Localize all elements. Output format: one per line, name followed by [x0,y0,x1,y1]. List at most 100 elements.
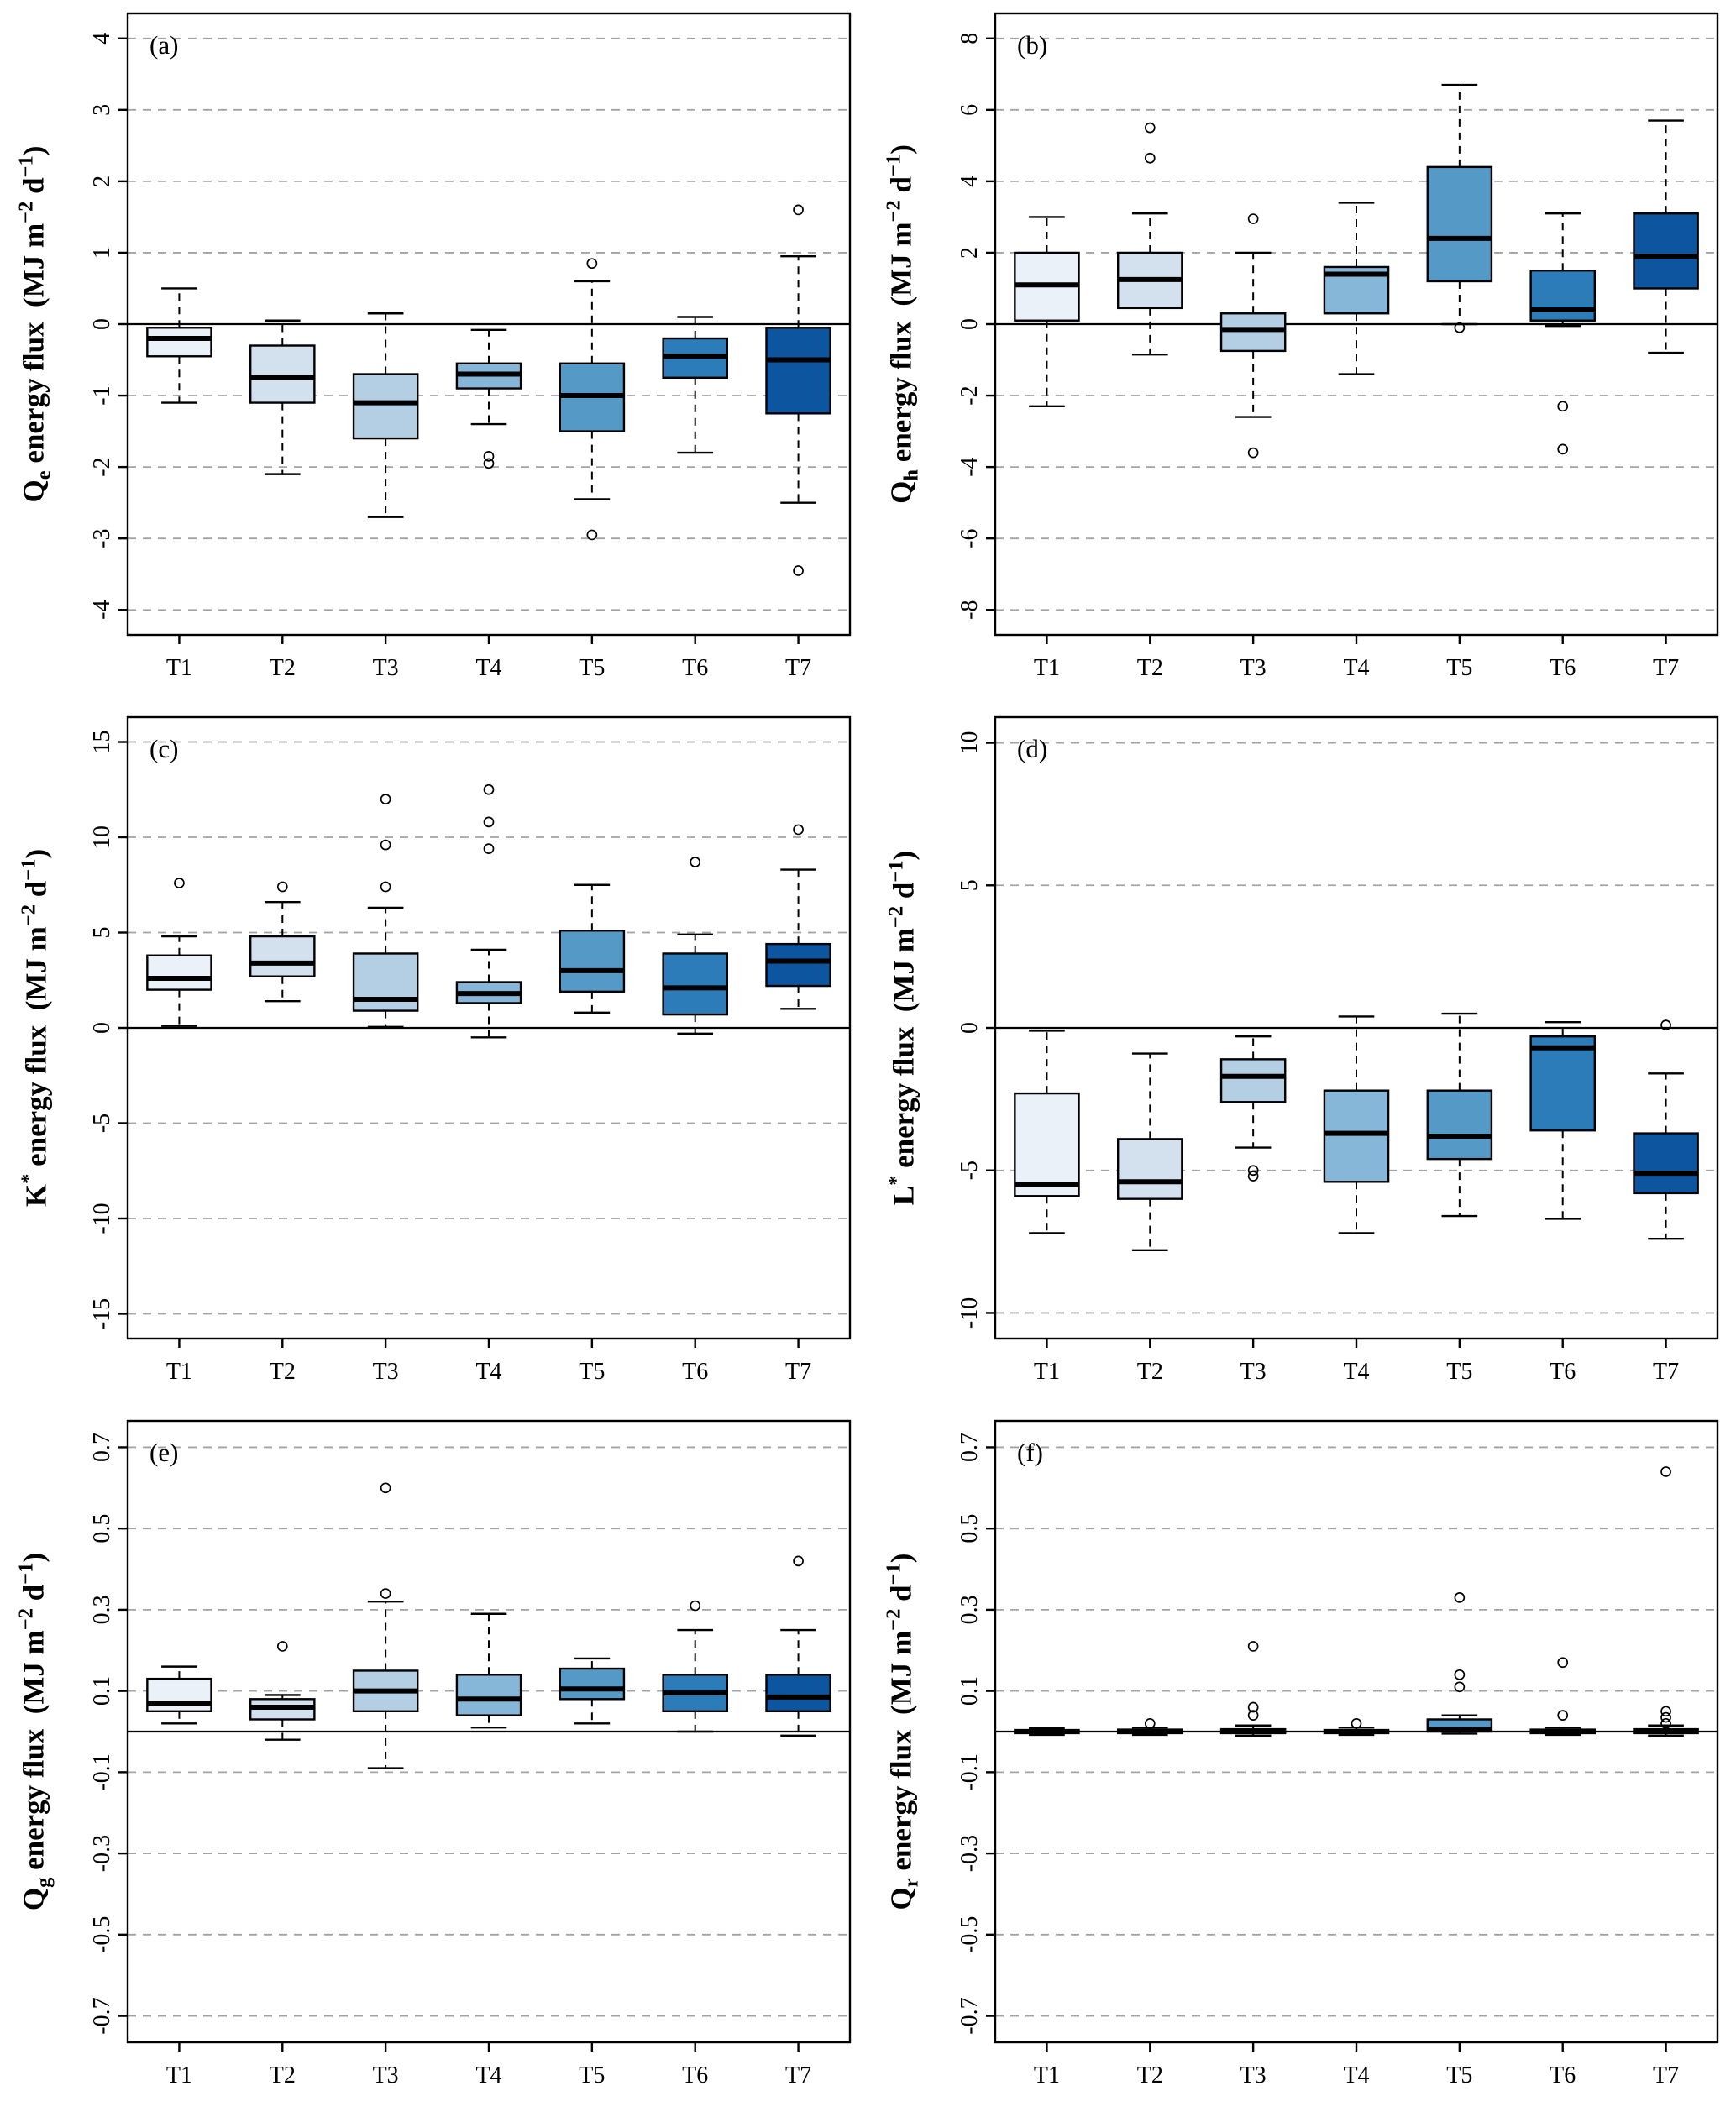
x-tick-label: T6 [682,655,708,681]
boxplot-T7 [1633,1019,1699,1240]
boxplot-T1 [1014,1727,1080,1737]
y-tick-label: -0.7 [89,1997,115,2034]
outlier-point [1454,322,1466,333]
y-tick-label: 5 [89,927,115,939]
y-axis-label-segment: −1 [17,858,40,881]
boxplot-T5 [559,1657,626,1725]
boxplot-panel-d: -10 -5 0 5 10 T1 T2 T3 T4 T5 T6 T7 (d) [957,715,1719,1385]
outlier-point [1247,1701,1259,1713]
outlier-point [1660,1711,1671,1723]
y-tick-label: -0.5 [89,1916,115,1953]
boxplot-T1 [146,287,212,404]
plot-frame [994,1419,1719,2044]
x-tick-label: T6 [682,2062,708,2088]
boxplot-T7 [765,1555,831,1737]
outlier-point [1144,1717,1156,1729]
outlier-point [586,529,598,541]
iqr-box [1426,1089,1493,1161]
boxplot-T4 [455,328,522,469]
boxplot-T6 [1529,1657,1597,1737]
boxplot-T7 [765,204,831,576]
outlier-point [380,881,391,893]
y-axis-label-segment: K [19,1183,53,1208]
y-tick-label: 0.1 [957,1676,983,1706]
y-axis-label-segment: energy flux (MJ m [884,1630,918,1879]
boxplot-T2 [249,881,316,1003]
outlier-point [483,451,495,462]
x-tick-label: T4 [475,1359,501,1385]
panel-letter: (f) [1017,1438,1043,1467]
y-tick-label: -0.7 [957,1997,983,2034]
boxplot-T6 [1529,1021,1597,1220]
y-axis-label-segment: Q [17,480,50,503]
outlier-point [483,816,495,828]
y-tick-label: 0.7 [89,1433,115,1462]
x-tick-label: T6 [1550,2062,1576,2088]
y-axis-label-segment: d [17,177,50,202]
y-tick-label: 2 [89,176,115,187]
iqr-box [455,1674,522,1716]
panel-a: -4 -3 -2 -1 0 1 2 3 4 T1 T2 T3 T4 T5 T6 T7 (a) Qe energy… [0,0,868,704]
y-axis-label-segment: energy flux (MJ m [17,1630,50,1878]
boxplot-T7 [1633,1466,1699,1737]
y-axis-label-segment: * [17,1173,40,1184]
iqr-box [146,1677,212,1713]
outlier-point [793,824,804,836]
y-axis-label-segment: energy flux (MJ m [884,222,918,469]
boxplot-T2 [1117,1052,1183,1251]
y-axis-label-segment: ) [887,850,920,861]
iqr-box [1323,1089,1390,1183]
x-tick-label: T2 [270,2062,296,2088]
panel-c: -15 -10 -5 0 5 10 15 T1 T2 T3 T4 T5 T6 T7 (c) K* energ… [0,704,868,1407]
boxplot-T6 [1529,212,1597,455]
x-tick-label: T1 [1034,1359,1060,1385]
y-tick-label: 10 [89,825,115,849]
y-axis-label-segment: Q [884,480,918,504]
outlier-point [1454,1669,1466,1680]
y-axis-label-segment: ) [884,144,918,155]
y-tick-label: 1 [89,247,115,259]
outlier-point [276,1641,288,1652]
boxplot-T4 [455,783,522,1039]
plot-frame [994,12,1719,637]
y-tick-label: 6 [957,104,983,116]
x-tick-label: T3 [373,655,399,681]
y-axis-label-segment: energy flux (MJ m [19,926,53,1174]
boxplot-T7 [1633,119,1699,354]
plot-frame [994,715,1719,1340]
panel-b: -8 -6 -4 -2 0 2 4 6 8 T1 T2 T3 T4 T5 T6 T7 (b) Qh energy… [868,0,1736,704]
boxplot-panel-b: -8 -6 -4 -2 0 2 4 6 8 T1 T2 T3 T4 T5 T6 T7 (b) [957,12,1719,681]
y-tick-label: -10 [89,1203,115,1234]
boxplot-T4 [1323,202,1390,375]
panel-f: -0.7 -0.5 -0.3 -0.1 0.1 0.3 0.5 0.7 T1 T2 T3 T4 T5 T6… [868,1407,1736,2112]
outlier-point [690,1600,701,1612]
panel-letter: (b) [1017,30,1047,60]
outlier-point [793,204,804,216]
x-tick-label: T1 [166,1359,192,1385]
boxplot-panel-e: -0.7 -0.5 -0.3 -0.1 0.1 0.3 0.5 0.7 T1 T2 T3 T4 T5 T6… [89,1419,852,2088]
y-tick-label: -5 [957,1161,983,1180]
x-tick-label: T2 [1137,655,1163,681]
x-tick-label: T4 [475,655,501,681]
y-axis-label-segment: ) [884,1553,918,1564]
y-tick-label: 0 [957,1022,983,1034]
boxplot-panel-a: -4 -3 -2 -1 0 1 2 3 4 T1 T2 T3 T4 T5 T6 T7 (a) [89,12,852,681]
x-tick-label: T4 [1343,1359,1369,1385]
iqr-box [1014,1092,1080,1197]
y-axis-label-segment: energy flux (MJ m [887,928,920,1176]
x-tick-label: T5 [579,1359,605,1385]
outlier-point [380,1588,391,1599]
y-axis-label-segment: d [887,882,920,906]
x-tick-label: T1 [1034,2062,1060,2088]
iqr-box [765,1674,831,1713]
iqr-box [146,954,212,991]
outlier-point [1247,447,1259,459]
y-axis-label-segment: g [32,1877,55,1888]
boxplot-T1 [146,1665,212,1725]
y-tick-label: -15 [89,1298,115,1329]
panel-d: -10 -5 0 5 10 T1 T2 T3 T4 T5 T6 T7 (d) L* energy flu… [868,704,1736,1407]
x-tick-label: T5 [1446,2062,1472,2088]
x-tick-label: T4 [1343,2062,1369,2088]
x-tick-label: T7 [1653,2062,1679,2088]
